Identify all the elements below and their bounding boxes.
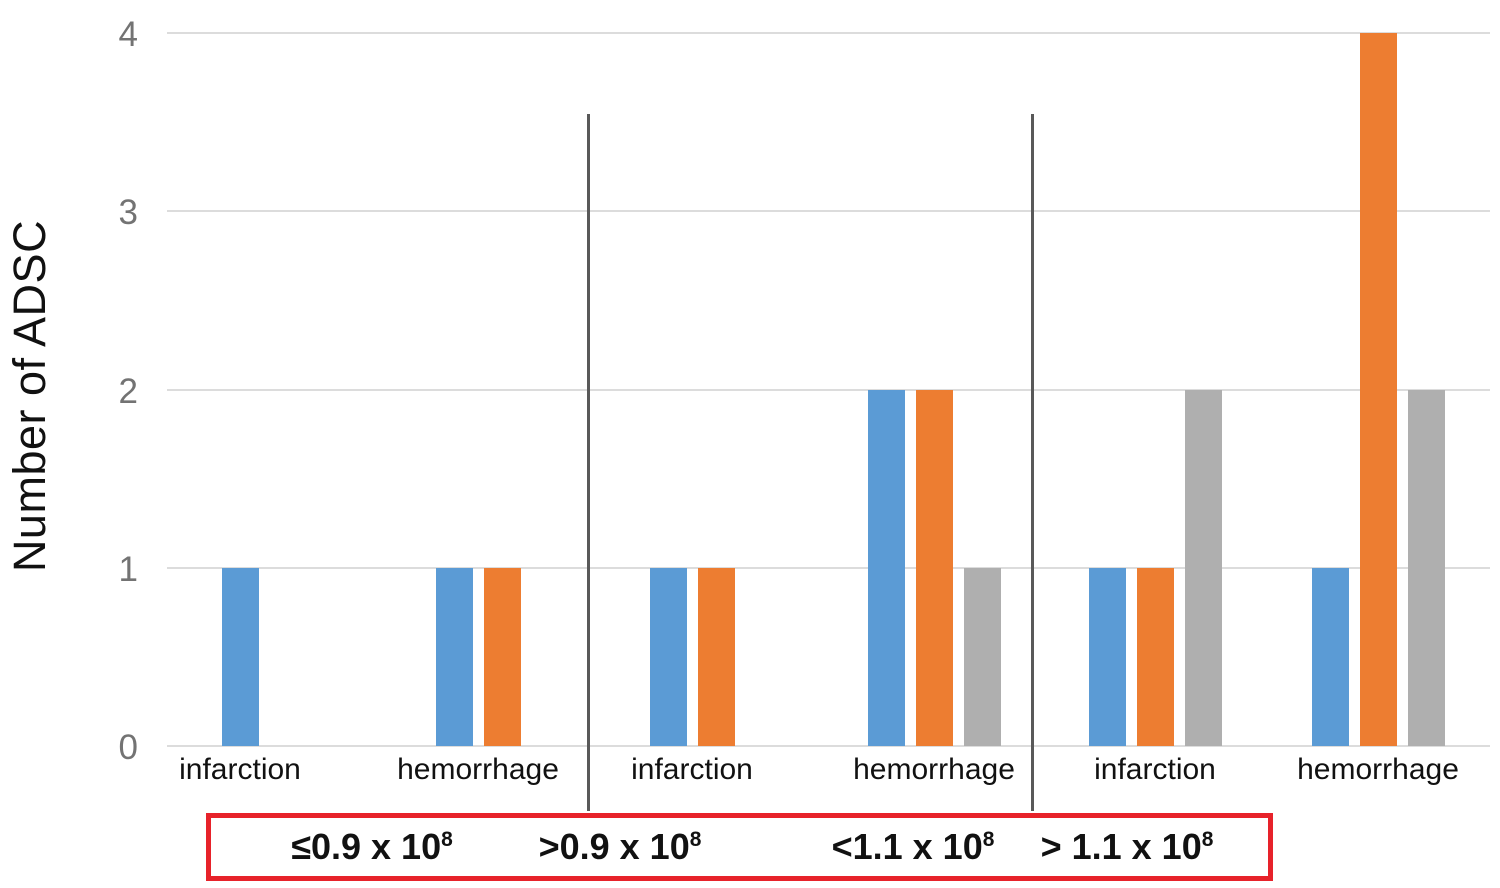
dose-range-exponent: 8 — [441, 828, 453, 851]
gridline-y-0 — [167, 745, 1490, 747]
dose-range-exponent: 8 — [689, 828, 702, 851]
bar-series-2-orange — [1359, 33, 1397, 746]
bar-cluster-1 — [130, 33, 350, 746]
y-tick-label-4: 4 — [118, 15, 138, 54]
bar-series-1-blue — [1088, 567, 1126, 746]
category-label-1: infarction — [179, 753, 301, 786]
y-tick-label-0: 0 — [118, 728, 138, 767]
dose-range-box — [206, 813, 1273, 881]
dose-range-label-2: >0.9 x 108 — [538, 826, 702, 867]
dose-range-label-3: <1.1 x 108 — [831, 826, 995, 867]
bar-series-3-gray — [963, 567, 1001, 746]
bar-series-3-gray — [1407, 389, 1445, 746]
bar-series-3-gray — [1184, 389, 1222, 746]
bar-series-2-orange — [483, 567, 521, 746]
gridline-y-3 — [167, 210, 1490, 213]
y-axis-title: Number of ADSC — [4, 219, 55, 573]
bar-cluster-4 — [824, 33, 1044, 746]
dose-range-label-1: ≤0.9 x 108 — [291, 826, 453, 867]
category-label-6: hemorrhage — [1297, 753, 1459, 786]
category-label-3: infarction — [631, 753, 753, 786]
dose-group-divider-2 — [1031, 114, 1034, 811]
dose-range-exponent: 8 — [1201, 828, 1214, 851]
y-tick-label-1: 1 — [118, 549, 138, 589]
bar-series-1-blue — [435, 567, 473, 746]
bar-series-1-blue — [1311, 567, 1349, 746]
dose-range-exponent: 8 — [982, 828, 995, 851]
bar-cluster-5 — [1045, 33, 1265, 746]
gridline-y-1 — [167, 566, 1490, 569]
bar-cluster-3 — [582, 33, 802, 746]
category-label-5: infarction — [1094, 753, 1216, 786]
bar-cluster-6 — [1268, 33, 1488, 746]
bar-series-1-blue — [221, 567, 259, 746]
bar-series-1-blue — [649, 567, 687, 746]
y-tick-label-3: 3 — [118, 193, 138, 233]
bar-series-2-orange — [1136, 567, 1174, 746]
category-label-2: hemorrhage — [397, 753, 559, 786]
dose-range-label-4: > 1.1 x 108 — [1040, 826, 1214, 867]
y-tick-label-2: 2 — [118, 371, 138, 411]
bar-series-2-orange — [697, 567, 735, 746]
dose-group-divider-1 — [587, 114, 590, 811]
bar-series-1-blue — [867, 389, 905, 746]
bar-cluster-2 — [368, 33, 588, 746]
gridline-y-2 — [167, 388, 1490, 391]
gridline-y-4 — [167, 32, 1490, 34]
bar-series-2-orange — [915, 389, 953, 746]
category-label-4: hemorrhage — [853, 753, 1015, 786]
